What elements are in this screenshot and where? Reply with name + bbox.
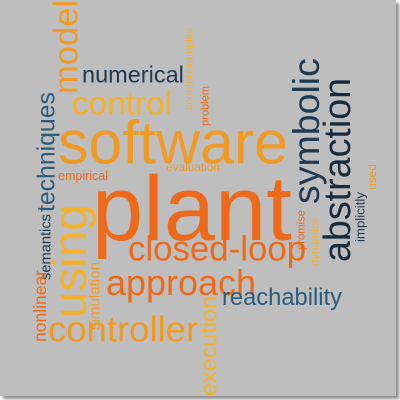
word-numerical: numerical [82,61,184,88]
word-empirical: empirical [58,169,109,183]
word-model: model [47,0,86,94]
word-implicitly: implicitly [352,192,368,242]
word-problem: problem [199,85,212,126]
word-closed-loop: closed-loop [128,229,307,269]
word-reachability: reachability [222,285,342,311]
word-software: software [58,108,288,177]
word-evaluation: evaluation [166,160,220,174]
word-control: control [72,85,173,123]
word-simulation: simulation [86,261,104,330]
word-abstraction: abstraction [316,77,358,262]
word-used: used [365,164,379,190]
word-promise: promise [295,210,308,250]
word-techniques: techniques [33,92,61,212]
word-approach: approach [106,262,256,303]
word-dynamics: dynamics [309,218,322,266]
word-nonlinear: nonlinear [30,270,50,342]
word-controller: controller [48,308,199,350]
word-plant: plant [92,157,292,260]
word-execution: execution [195,296,222,396]
word-counterexamples: counterexamples [183,28,196,110]
